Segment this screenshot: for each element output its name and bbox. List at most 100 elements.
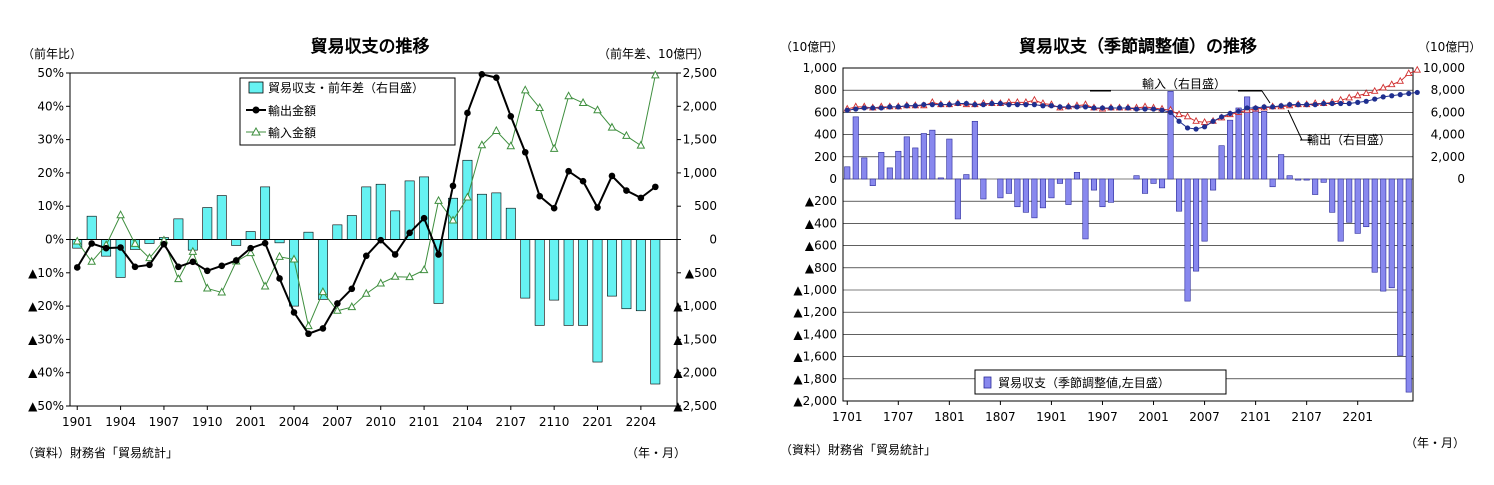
export-point: [1278, 103, 1284, 109]
export-point: [88, 240, 95, 247]
sa-trade-balance-bar: [886, 167, 893, 180]
export-point: [203, 267, 211, 275]
right-chart-right-ticks: 10,000 8,000 6,000 4,000 2,000 0: [1423, 61, 1465, 186]
right-tick-label: 500: [694, 199, 717, 213]
trade-balance-bar: [375, 183, 386, 240]
right-chart-left-tick-label: ▲800: [805, 261, 837, 275]
right-chart-left-tick-label: ▲1,400: [793, 327, 837, 341]
export-point: [623, 187, 630, 194]
right-chart-left-tick-label: ▲400: [805, 216, 837, 230]
right-chart-left-tick-label: ▲1,200: [793, 305, 837, 319]
import-point: [1379, 83, 1387, 91]
x-tick-label: 2107: [1291, 410, 1322, 424]
import-point: [1362, 89, 1370, 96]
right-chart-right-tick-label: 2,000: [1431, 150, 1465, 164]
import-point: [578, 97, 588, 106]
x-tick-label: 2101: [1240, 410, 1271, 424]
annotation-import-leader-d: [1261, 90, 1271, 104]
export-point: [1312, 102, 1318, 108]
right-axis-unit: （前年差、10億円）: [598, 46, 709, 61]
trade-balance-bar: [419, 176, 430, 240]
export-point: [1235, 108, 1242, 114]
import-point: [1183, 112, 1192, 120]
right-tick-label: 1,000: [683, 166, 717, 180]
legend-export-marker: [252, 106, 260, 114]
export-point: [989, 100, 995, 107]
export-point: [305, 330, 312, 338]
import-point: [116, 210, 125, 219]
sa-trade-balance-bar: [937, 177, 944, 180]
export-point: [608, 172, 616, 180]
right-chart-x-ticks: 1701 1707 1801 1807 1901 1907 2001 2007 2101 2107…: [832, 401, 1373, 424]
export-point: [946, 102, 952, 108]
import-point: [1175, 110, 1183, 118]
x-tick-label: 1707: [883, 410, 914, 424]
import-point: [275, 251, 284, 260]
annotation-export-leader-d: [1287, 109, 1303, 141]
sa-trade-balance-bar: [1005, 178, 1012, 194]
sa-trade-balance-bar: [1337, 178, 1344, 242]
import-point: [333, 305, 342, 314]
export-point: [507, 112, 515, 120]
export-point: [1167, 109, 1174, 115]
sa-trade-balance-bar: [1269, 178, 1276, 188]
import-point: [246, 248, 255, 257]
import-point: [87, 256, 97, 265]
sa-trade-balance-bar: [1218, 145, 1225, 180]
left-axis-unit: （前年比）: [22, 46, 82, 61]
sa-trade-balance-bar: [929, 129, 936, 180]
left-chart-title: 貿易収支の推移: [311, 36, 430, 57]
sa-trade-balance-bar: [1252, 106, 1259, 180]
sa-trade-balance-bar: [1354, 178, 1361, 234]
left-y-ticks: 50% 40% 30% 20% 10% 0% ▲10% ▲20% ▲30% ▲40% ▲50%: [28, 66, 70, 413]
legend-import: 輸入金額: [268, 125, 316, 140]
x-tick-label: 1701: [832, 410, 863, 424]
sa-trade-balance-bar: [1150, 178, 1157, 184]
export-point: [1150, 106, 1157, 112]
import-point: [549, 143, 559, 152]
export-point: [290, 309, 298, 316]
export-point: [1159, 107, 1165, 113]
trade-balance-bar: [549, 239, 560, 301]
x-tick-label: 2001: [235, 415, 266, 429]
x-tick-label: 1801: [934, 410, 965, 424]
export-point: [420, 214, 428, 222]
export-point: [1304, 102, 1310, 108]
x-tick-label: 1807: [985, 410, 1016, 424]
right-chart-left-tick-label: 800: [814, 83, 837, 97]
import-point: [463, 192, 472, 201]
left-legend: 貿易収支・前年差（右目盛） 輸出金額 輸入金額: [239, 77, 456, 146]
sa-trade-balance-bar: [1201, 178, 1208, 242]
sa-trade-balance-bar: [1048, 178, 1055, 199]
export-point: [895, 104, 901, 110]
right-tick-label: ▲1,000: [673, 299, 717, 313]
import-point: [145, 253, 154, 262]
trade-balance-bar: [202, 207, 213, 240]
x-tick-label: 1910: [192, 415, 223, 429]
export-point: [435, 251, 442, 258]
sa-trade-balance-bar: [1014, 178, 1021, 208]
sa-trade-balance-bar: [844, 166, 851, 180]
export-point: [652, 183, 659, 191]
export-point: [912, 103, 918, 109]
import-point: [130, 238, 140, 247]
import-point: [492, 125, 501, 134]
import-point: [361, 288, 371, 297]
import-point: [217, 287, 227, 296]
export-point: [1176, 118, 1182, 124]
import-point: [304, 321, 313, 330]
x-tick-label: 2010: [365, 415, 396, 429]
trade-balance-bar: [650, 239, 661, 385]
export-point: [844, 107, 850, 113]
right-chart-right-unit: （10億円）: [1418, 40, 1481, 54]
export-point: [565, 167, 572, 175]
trade-balance-bar: [607, 239, 617, 297]
right-plot-frame: [842, 67, 1414, 402]
sa-trade-balance-bar: [1312, 178, 1319, 195]
right-chart-left-tick-label: 200: [814, 150, 837, 164]
import-point: [188, 246, 198, 255]
right-chart-left-tick-label: 1,000: [803, 61, 837, 75]
left-bar-series: [72, 159, 661, 385]
sa-trade-balance-bar: [1286, 175, 1293, 180]
import-point: [289, 254, 299, 263]
